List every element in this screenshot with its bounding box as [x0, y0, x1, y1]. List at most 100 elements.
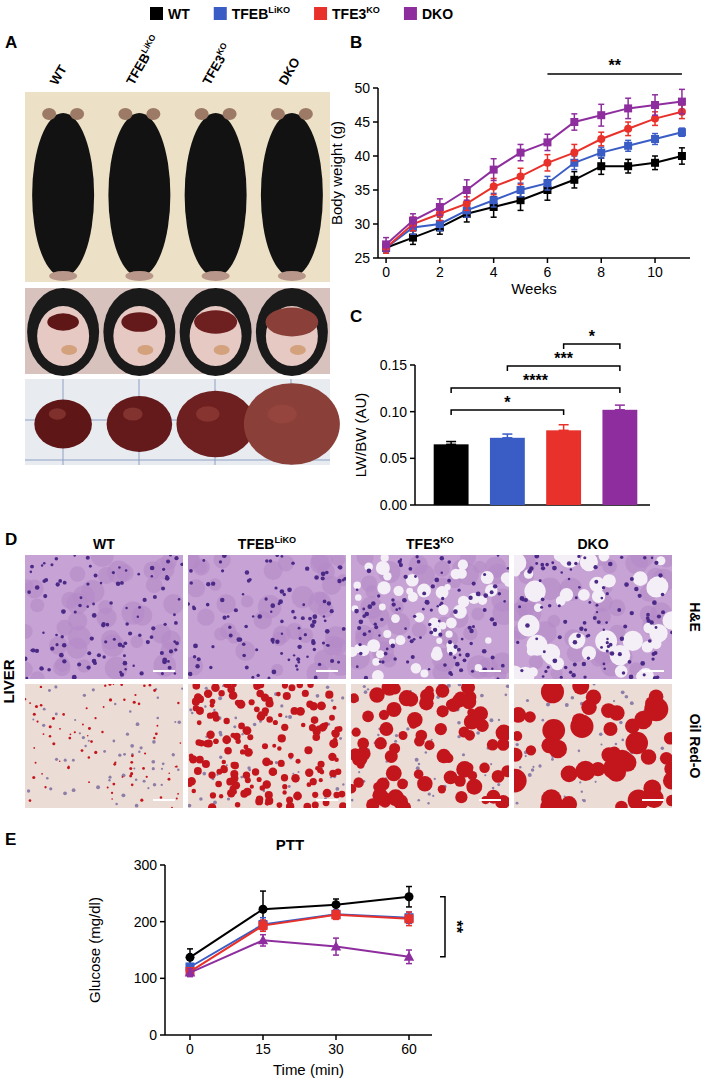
nucleus — [493, 622, 497, 626]
lipid-droplet — [112, 783, 115, 786]
lipid-droplet — [277, 746, 282, 751]
nucleus — [31, 648, 35, 652]
nucleus — [546, 702, 550, 706]
nucleus — [157, 697, 159, 699]
nucleus — [162, 568, 165, 571]
bar — [602, 410, 637, 505]
nucleus — [123, 661, 128, 666]
lipid-droplet — [261, 693, 269, 701]
nucleus — [335, 787, 339, 791]
error-cap — [598, 157, 604, 159]
nucleus — [374, 625, 378, 629]
nucleus — [615, 743, 618, 746]
label: WT — [93, 536, 115, 552]
nucleus — [519, 766, 521, 768]
nucleus — [363, 632, 367, 636]
nucleus — [118, 566, 121, 569]
lipid-droplet — [189, 754, 194, 759]
x-tick-label: 30 — [328, 1041, 344, 1057]
cytoplasm — [432, 663, 451, 679]
nucleus — [535, 637, 538, 640]
nucleus — [295, 665, 298, 668]
lipid-droplet — [258, 684, 264, 688]
marker — [258, 935, 268, 944]
lipid-droplet — [283, 692, 291, 700]
nucleus — [112, 571, 115, 574]
nucleus — [115, 803, 118, 806]
lipid-droplet — [374, 737, 386, 749]
lipid-droplet — [230, 733, 235, 738]
nucleus — [135, 778, 138, 781]
nucleus — [209, 666, 212, 669]
liver-highlight — [196, 406, 220, 422]
nucleus — [162, 762, 165, 765]
lipid-droplet — [291, 707, 299, 715]
x-tick-label: 60 — [401, 1041, 417, 1057]
nucleus — [620, 556, 623, 559]
error-bar — [491, 159, 497, 181]
nucleus — [582, 662, 586, 666]
lipid-droplet — [286, 802, 294, 808]
nucleus — [617, 608, 621, 612]
error-bar — [559, 425, 569, 431]
lipid-droplet — [142, 767, 145, 770]
nucleus — [357, 626, 361, 630]
nucleus — [643, 556, 647, 560]
error-cap — [446, 441, 456, 443]
vacuole — [383, 630, 391, 638]
nucleus — [270, 603, 275, 608]
nucleus — [121, 793, 125, 797]
cytoplasm — [369, 607, 390, 628]
lipid-droplet — [222, 760, 226, 764]
lipid-droplet — [177, 793, 179, 795]
vacuole — [355, 594, 362, 601]
plot-area — [382, 89, 686, 253]
nucleus — [606, 592, 609, 595]
lipid-droplet — [235, 700, 241, 706]
nucleus — [257, 614, 262, 619]
nucleus — [427, 802, 429, 804]
nucleus — [143, 780, 146, 783]
lipid-droplet — [129, 767, 132, 770]
cytoplasm — [131, 635, 144, 648]
lipid-droplet — [171, 807, 173, 808]
nucleus — [506, 684, 509, 688]
vacuole — [396, 635, 406, 645]
nucleus — [169, 555, 172, 557]
lipid-droplet — [317, 767, 323, 773]
legend-swatch — [214, 7, 227, 20]
nucleus — [25, 677, 28, 679]
lipid-droplet — [278, 713, 282, 717]
nucleus — [552, 658, 557, 663]
error-cap — [437, 198, 443, 200]
nucleus — [483, 593, 488, 598]
lipid-droplet — [196, 695, 204, 703]
nucleus — [459, 654, 462, 657]
y-tick — [410, 364, 415, 366]
nucleus — [308, 617, 312, 621]
lipid-droplet — [541, 684, 564, 703]
nucleus — [129, 710, 132, 713]
lipid-droplet — [351, 784, 356, 793]
label-superscript: LiKO — [268, 5, 290, 15]
lipid-droplet — [82, 724, 84, 726]
lipid-droplet — [625, 719, 640, 734]
lipid-droplet — [144, 752, 146, 754]
nucleus — [484, 774, 486, 776]
tissue-bg — [351, 555, 509, 679]
mouse-ear — [195, 108, 209, 120]
vacuole — [528, 667, 538, 677]
nucleus — [86, 665, 90, 669]
nucleus — [161, 768, 163, 770]
mouse-ear — [146, 108, 160, 120]
nucleus — [491, 668, 493, 670]
lipid-droplet — [379, 722, 393, 736]
lipid-droplet — [176, 766, 178, 768]
lipid-droplet — [88, 781, 90, 783]
line — [386, 102, 682, 245]
nucleus — [363, 685, 366, 688]
nucleus — [433, 628, 437, 632]
lipid-droplet — [130, 761, 133, 764]
error-cap — [333, 937, 339, 939]
nucleus — [48, 689, 51, 692]
